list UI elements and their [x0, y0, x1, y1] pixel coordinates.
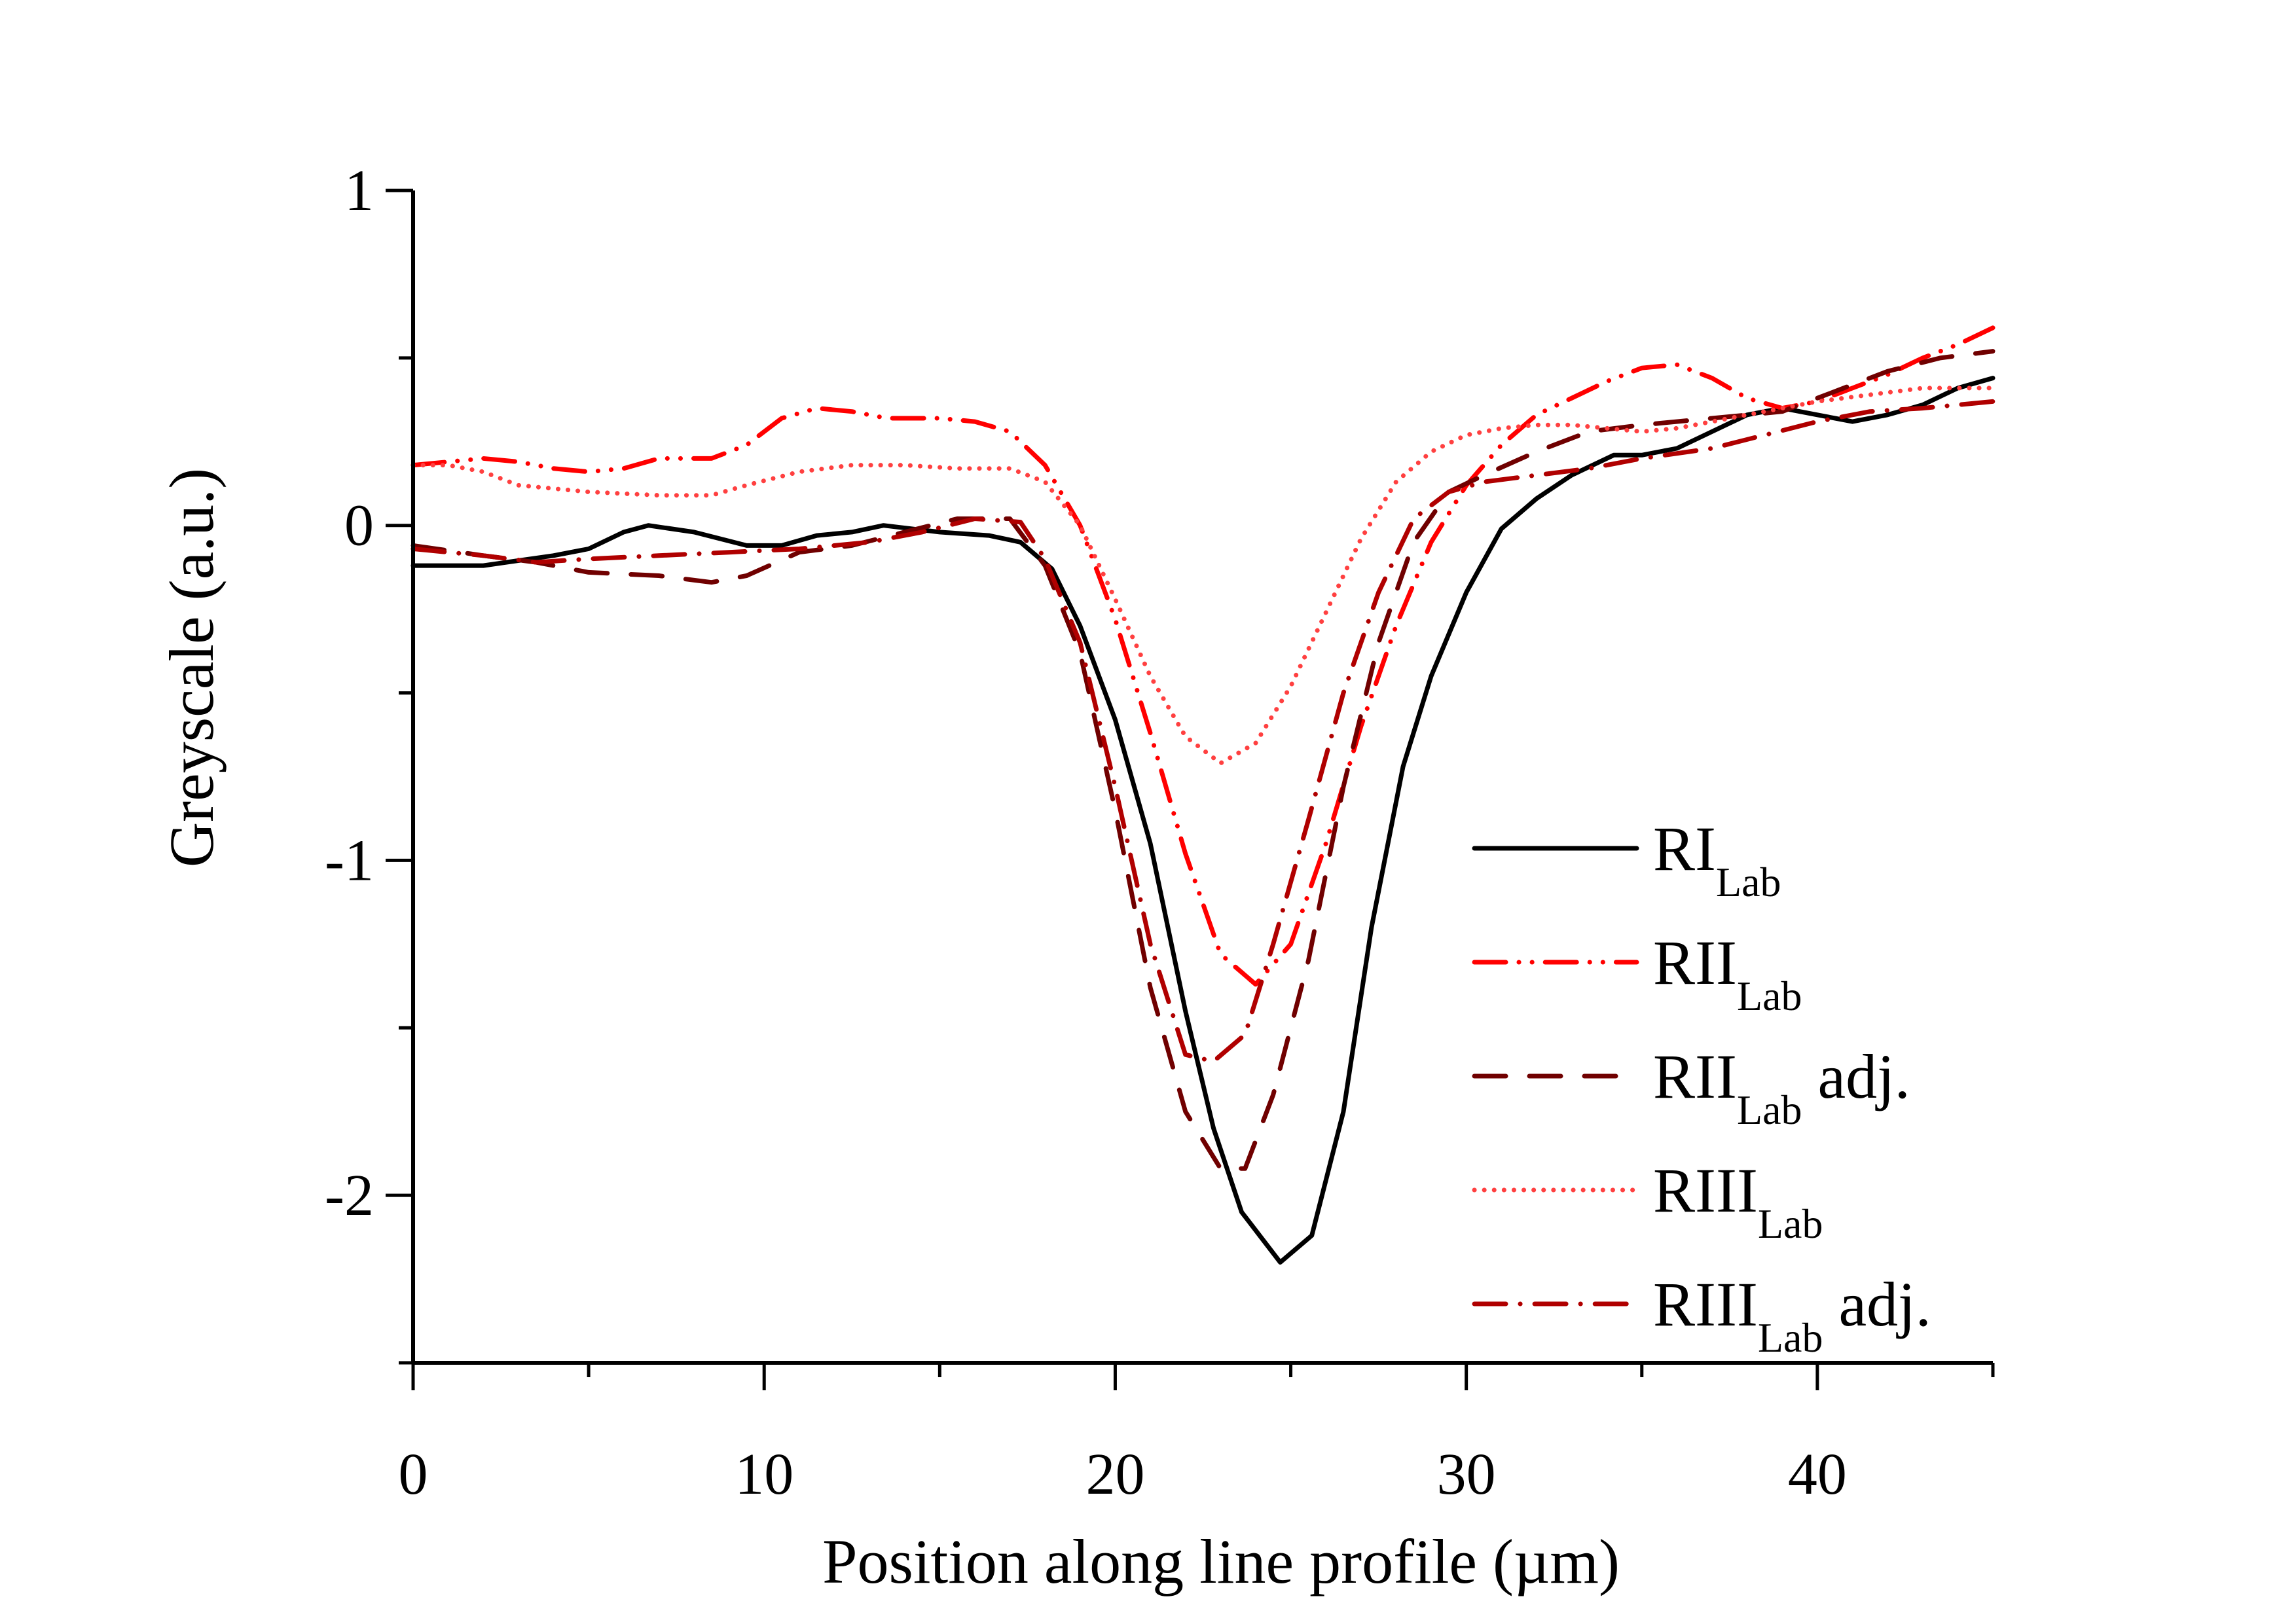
y-tick-label: -1 [325, 828, 374, 893]
x-axis-title: Position along line profile (µm) [822, 1526, 1620, 1596]
x-tick-label: 20 [1085, 1442, 1144, 1507]
legend: RILab RIILab RIILab adj. RIIILab RIIILab adj… [1472, 814, 1931, 1361]
y-axis-title: Greyscale (a.u.) [156, 468, 227, 867]
y-tick-label: -2 [325, 1163, 374, 1228]
legend-item: RIIILab adj. [1472, 1269, 1931, 1361]
legend-label: RIIILab adj. [1653, 1269, 1931, 1361]
axes [411, 190, 1993, 1365]
x-tick-label: 40 [1788, 1442, 1847, 1507]
series-line-4 [410, 386, 1995, 766]
legend-label: RIIILab [1653, 1155, 1823, 1247]
legend-item: RIILab [1472, 928, 1802, 1019]
legend-label: RIILab [1653, 928, 1802, 1019]
legend-label: RILab [1653, 814, 1781, 905]
legend-item: RIILab adj. [1472, 1041, 1910, 1133]
legend-item: RILab [1472, 814, 1781, 905]
legend-item: RIIILab [1472, 1155, 1823, 1247]
y-tick-label: 0 [344, 494, 374, 558]
series-line-3 [410, 349, 1995, 1171]
plot-lines [410, 325, 1995, 1265]
legend-label: RIILab adj. [1653, 1041, 1910, 1133]
x-tick-label: 30 [1437, 1442, 1496, 1507]
x-tick-label: 10 [735, 1442, 793, 1507]
series-line-5 [410, 399, 1995, 1064]
x-tick-label: 0 [399, 1442, 428, 1507]
y-tick-label: 1 [344, 158, 374, 223]
